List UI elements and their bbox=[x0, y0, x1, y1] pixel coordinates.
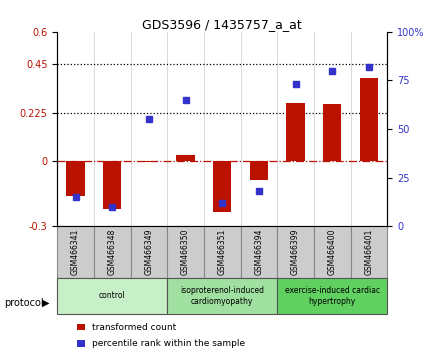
Bar bbox=[77, 340, 85, 347]
Bar bbox=[77, 324, 85, 330]
Bar bbox=[57, 226, 94, 278]
Text: GSM466350: GSM466350 bbox=[181, 229, 190, 275]
Text: exercise-induced cardiac
hypertrophy: exercise-induced cardiac hypertrophy bbox=[285, 286, 380, 306]
Bar bbox=[323, 104, 341, 161]
Bar bbox=[131, 226, 167, 278]
Text: GSM466351: GSM466351 bbox=[218, 229, 227, 275]
Text: GSM466348: GSM466348 bbox=[108, 229, 117, 275]
Bar bbox=[167, 226, 204, 278]
Text: transformed count: transformed count bbox=[92, 322, 176, 332]
Bar bbox=[176, 155, 194, 161]
Bar bbox=[277, 278, 387, 314]
Text: percentile rank within the sample: percentile rank within the sample bbox=[92, 339, 245, 348]
Text: protocol: protocol bbox=[4, 298, 44, 308]
Bar bbox=[286, 103, 305, 161]
Bar bbox=[167, 278, 277, 314]
Text: GSM466341: GSM466341 bbox=[71, 229, 80, 275]
Bar bbox=[103, 161, 121, 209]
Bar bbox=[351, 226, 387, 278]
Text: ▶: ▶ bbox=[42, 298, 49, 308]
Text: control: control bbox=[99, 291, 125, 300]
Bar bbox=[213, 161, 231, 212]
Bar bbox=[94, 226, 131, 278]
Title: GDS3596 / 1435757_a_at: GDS3596 / 1435757_a_at bbox=[142, 18, 302, 31]
Bar bbox=[140, 161, 158, 162]
Bar bbox=[66, 161, 85, 196]
Text: GSM466349: GSM466349 bbox=[144, 229, 154, 275]
Bar bbox=[57, 278, 167, 314]
Text: GSM466394: GSM466394 bbox=[254, 229, 264, 275]
Bar bbox=[277, 226, 314, 278]
Text: GSM466399: GSM466399 bbox=[291, 229, 300, 275]
Bar bbox=[204, 226, 241, 278]
Bar bbox=[314, 226, 351, 278]
Text: isoproterenol-induced
cardiomyopathy: isoproterenol-induced cardiomyopathy bbox=[180, 286, 264, 306]
Bar bbox=[250, 161, 268, 180]
Bar bbox=[360, 78, 378, 161]
Bar bbox=[241, 226, 277, 278]
Text: GSM466400: GSM466400 bbox=[328, 229, 337, 275]
Text: GSM466401: GSM466401 bbox=[364, 229, 374, 275]
